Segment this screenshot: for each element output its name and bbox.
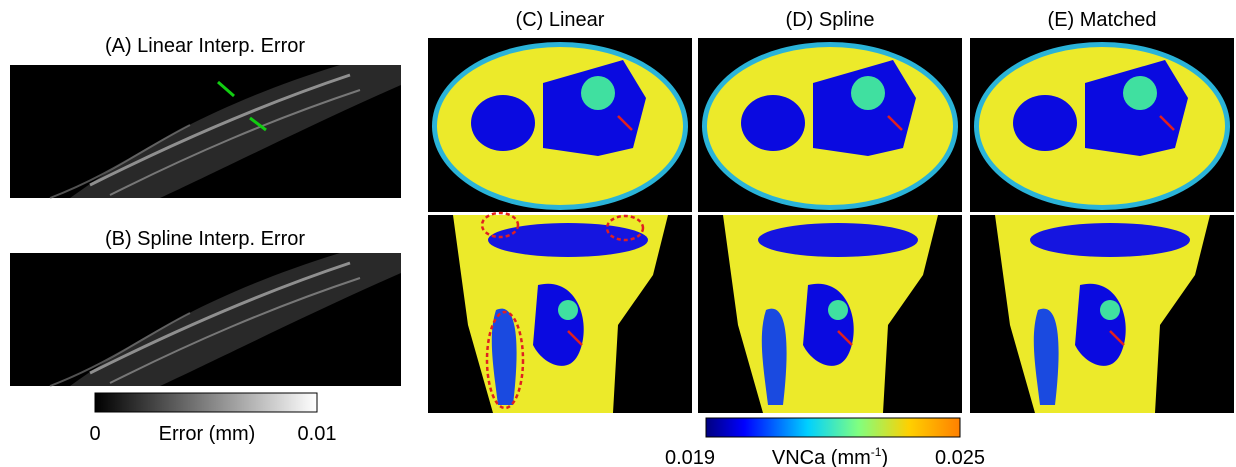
arrow <box>217 80 267 132</box>
panel-title: (D) Spline <box>786 9 875 31</box>
colorbar-label: Error (mm) <box>159 423 256 445</box>
colorbar-max: 0.025 <box>935 447 985 467</box>
vnca-image <box>970 215 1234 413</box>
colorbar <box>705 417 961 438</box>
colorbar-min: 0.019 <box>665 447 715 467</box>
colorbar-min: 0 <box>89 423 100 445</box>
vnca-image <box>698 38 962 212</box>
vnca-image <box>698 215 962 413</box>
panel-title: (B) Spline Interp. Error <box>105 228 305 250</box>
label-text: VNCa (mm <box>772 447 871 467</box>
label-end: ) <box>881 447 888 467</box>
annotations <box>480 115 1175 410</box>
error-image <box>8 63 403 200</box>
label-sup: -1 <box>871 445 882 459</box>
colorbar-label: VNCa (mm-1) <box>772 445 888 467</box>
error-image <box>8 251 403 388</box>
vnca-image <box>428 215 692 413</box>
panel-title: (C) Linear <box>516 9 605 31</box>
vnca-image <box>428 38 692 212</box>
panel-title: (A) Linear Interp. Error <box>105 35 305 57</box>
vnca-image <box>970 38 1234 212</box>
panel-title: (E) Matched <box>1048 9 1157 31</box>
colorbar <box>94 392 318 413</box>
colorbar-max: 0.01 <box>298 423 337 445</box>
